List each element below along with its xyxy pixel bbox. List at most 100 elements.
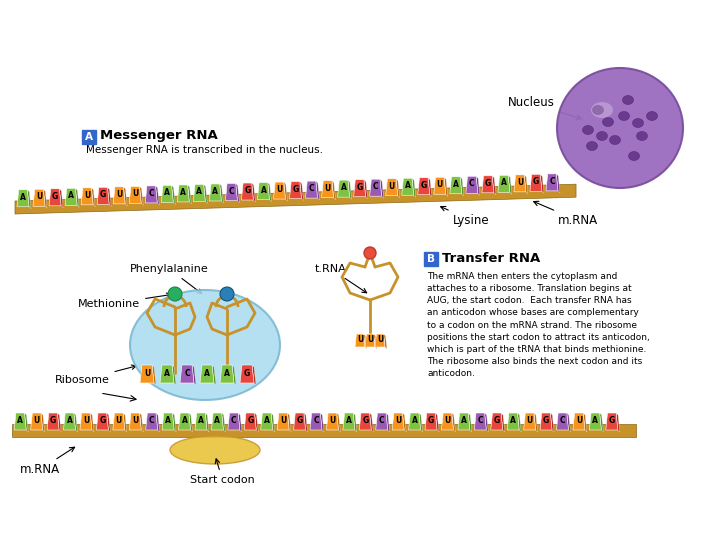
Circle shape: [168, 287, 182, 301]
Text: C: C: [559, 416, 565, 425]
Ellipse shape: [596, 132, 608, 140]
Polygon shape: [402, 178, 414, 195]
Polygon shape: [305, 181, 318, 198]
Polygon shape: [31, 413, 42, 430]
Polygon shape: [252, 183, 256, 202]
Text: C: C: [184, 368, 190, 377]
Polygon shape: [271, 413, 275, 432]
Text: C: C: [313, 416, 319, 425]
Polygon shape: [80, 413, 92, 430]
Text: U: U: [84, 191, 90, 200]
Text: Lysine: Lysine: [441, 206, 490, 227]
Polygon shape: [616, 413, 620, 432]
Polygon shape: [451, 413, 456, 432]
Text: A: A: [212, 187, 218, 196]
Polygon shape: [326, 413, 338, 430]
Polygon shape: [284, 182, 287, 201]
Polygon shape: [590, 413, 601, 430]
Text: G: G: [244, 368, 250, 377]
Text: G: G: [485, 179, 491, 188]
FancyBboxPatch shape: [81, 130, 96, 144]
Polygon shape: [557, 413, 569, 430]
Polygon shape: [91, 188, 95, 207]
Polygon shape: [240, 365, 254, 383]
Polygon shape: [546, 174, 558, 191]
Polygon shape: [428, 178, 432, 197]
Polygon shape: [384, 334, 387, 349]
Polygon shape: [392, 413, 404, 430]
Text: U: U: [132, 190, 138, 198]
Polygon shape: [418, 178, 430, 195]
Text: A: A: [165, 416, 171, 425]
Polygon shape: [244, 413, 256, 430]
Polygon shape: [348, 180, 351, 199]
Polygon shape: [380, 179, 384, 198]
Text: A: A: [341, 183, 346, 192]
Polygon shape: [274, 182, 286, 199]
Polygon shape: [436, 413, 439, 432]
Text: G: G: [292, 185, 299, 193]
Text: Phenylalanine: Phenylalanine: [130, 264, 209, 294]
Polygon shape: [316, 181, 320, 200]
FancyBboxPatch shape: [423, 252, 438, 266]
Polygon shape: [322, 180, 333, 198]
Polygon shape: [474, 413, 486, 430]
Polygon shape: [534, 413, 538, 432]
Polygon shape: [17, 190, 29, 207]
Polygon shape: [12, 424, 636, 437]
Ellipse shape: [587, 141, 598, 151]
Polygon shape: [375, 334, 385, 347]
Polygon shape: [43, 190, 47, 208]
Text: U: U: [377, 335, 383, 344]
Text: G: G: [247, 416, 253, 425]
Polygon shape: [162, 413, 174, 430]
Polygon shape: [113, 413, 125, 430]
Polygon shape: [59, 189, 63, 208]
Polygon shape: [540, 174, 544, 193]
Polygon shape: [235, 184, 239, 202]
Polygon shape: [419, 413, 423, 432]
Polygon shape: [97, 187, 109, 204]
Text: A: A: [68, 191, 74, 200]
Polygon shape: [491, 413, 503, 430]
Polygon shape: [212, 413, 223, 430]
Polygon shape: [179, 413, 191, 430]
Polygon shape: [268, 183, 271, 201]
Polygon shape: [386, 413, 390, 432]
Text: The mRNA then enters the cytoplasm and
attaches to a ribosome. Translation begin: The mRNA then enters the cytoplasm and a…: [427, 272, 649, 378]
Text: U: U: [36, 192, 42, 201]
Polygon shape: [300, 181, 304, 200]
Polygon shape: [354, 413, 357, 432]
Polygon shape: [24, 413, 28, 432]
Text: G: G: [244, 186, 251, 195]
Polygon shape: [338, 180, 350, 197]
Ellipse shape: [130, 290, 280, 400]
Text: A: A: [405, 181, 410, 190]
Polygon shape: [145, 186, 157, 203]
Text: G: G: [356, 183, 363, 192]
Polygon shape: [90, 413, 94, 432]
Ellipse shape: [632, 118, 644, 127]
Text: A: A: [346, 416, 352, 425]
Polygon shape: [160, 365, 174, 383]
Text: U: U: [576, 416, 582, 425]
Text: U: U: [132, 416, 138, 425]
Polygon shape: [550, 413, 554, 432]
Polygon shape: [466, 176, 478, 193]
Text: G: G: [608, 416, 615, 425]
Text: A: A: [510, 416, 516, 425]
Polygon shape: [194, 185, 205, 201]
Text: U: U: [357, 335, 363, 344]
Polygon shape: [530, 174, 542, 191]
Text: C: C: [477, 416, 483, 425]
Polygon shape: [343, 413, 355, 430]
Text: G: G: [533, 177, 539, 186]
Polygon shape: [130, 413, 141, 430]
Polygon shape: [140, 413, 143, 432]
Text: Methionine: Methionine: [78, 293, 171, 309]
Polygon shape: [354, 180, 366, 197]
Text: Transfer RNA: Transfer RNA: [442, 252, 540, 265]
Polygon shape: [14, 413, 26, 430]
Text: A: A: [181, 416, 187, 425]
Polygon shape: [460, 177, 464, 196]
